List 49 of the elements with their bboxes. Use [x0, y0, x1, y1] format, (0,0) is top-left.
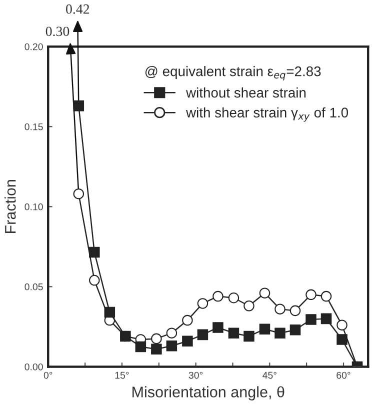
x-tick-label: 45° [262, 372, 276, 379]
point [104, 306, 116, 318]
point [320, 290, 332, 302]
point [306, 314, 316, 325]
y-tick-label: 0.20 [24, 43, 43, 50]
x-tick-label: 30° [188, 372, 203, 379]
point [197, 329, 208, 340]
y-tick-label: 0.00 [24, 363, 43, 370]
point [290, 305, 301, 316]
y-tick-label: 0.15 [24, 123, 43, 130]
legend-label: with shear strain γ$_{xy}$ of 1.0 [186, 107, 348, 122]
point [166, 328, 178, 338]
point [336, 320, 348, 330]
point [320, 313, 332, 324]
point [89, 246, 100, 258]
point [259, 288, 270, 298]
point [228, 292, 240, 304]
x-tick-label: 60° [336, 372, 350, 379]
point [73, 188, 84, 200]
point [306, 289, 316, 300]
point [151, 344, 162, 354]
point [259, 324, 270, 334]
point [166, 340, 178, 352]
point [135, 341, 146, 352]
point [212, 322, 224, 333]
point [228, 328, 240, 338]
y-tick-label: 0.05 [24, 283, 43, 290]
x-tick-label: 15° [115, 372, 129, 379]
point [212, 290, 224, 302]
point [73, 100, 84, 112]
point [244, 330, 254, 342]
legend-label: without shear strain [186, 87, 306, 98]
point [197, 298, 208, 309]
point [182, 336, 193, 346]
x-tick-label: 0° [44, 372, 52, 379]
point [336, 334, 348, 345]
point [290, 324, 301, 336]
point [274, 304, 286, 314]
x-axis-title: Misorientation angle, θ [132, 386, 284, 400]
point [274, 328, 286, 338]
annotation: 0.30 [46, 26, 70, 36]
y-tick-label: 0.10 [24, 203, 43, 210]
annotation: 0.42 [66, 4, 90, 14]
point [244, 300, 254, 312]
y-axis-title: Fraction [4, 180, 16, 233]
legend-title: @ equivalent strain ε$_{eq}$=2.83 [145, 66, 321, 80]
point [151, 333, 162, 344]
point [89, 274, 100, 286]
point [182, 314, 193, 326]
